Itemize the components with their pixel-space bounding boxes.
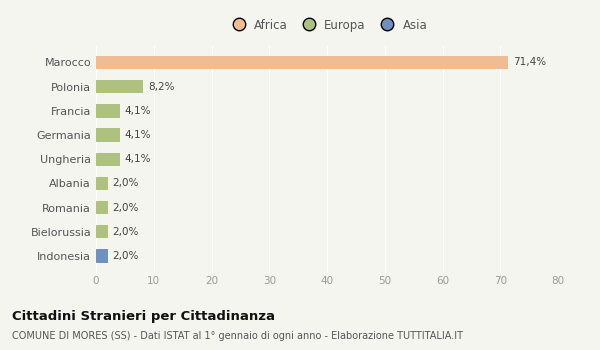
Bar	[96, 249, 107, 262]
Bar	[96, 225, 107, 238]
Text: 8,2%: 8,2%	[148, 82, 175, 92]
Text: 2,0%: 2,0%	[112, 178, 139, 188]
Text: 4,1%: 4,1%	[124, 130, 151, 140]
Bar	[96, 80, 143, 93]
Text: COMUNE DI MORES (SS) - Dati ISTAT al 1° gennaio di ogni anno - Elaborazione TUTT: COMUNE DI MORES (SS) - Dati ISTAT al 1° …	[12, 331, 463, 341]
Text: 2,0%: 2,0%	[112, 227, 139, 237]
Text: 2,0%: 2,0%	[112, 203, 139, 213]
Bar	[96, 153, 119, 166]
Text: 4,1%: 4,1%	[124, 106, 151, 116]
Legend: Africa, Europa, Asia: Africa, Europa, Asia	[223, 15, 431, 35]
Bar	[96, 128, 119, 142]
Text: 71,4%: 71,4%	[513, 57, 546, 68]
Bar	[96, 177, 107, 190]
Text: Cittadini Stranieri per Cittadinanza: Cittadini Stranieri per Cittadinanza	[12, 310, 275, 323]
Bar	[96, 56, 508, 69]
Text: 2,0%: 2,0%	[112, 251, 139, 261]
Text: 4,1%: 4,1%	[124, 154, 151, 164]
Bar	[96, 201, 107, 214]
Bar	[96, 104, 119, 118]
